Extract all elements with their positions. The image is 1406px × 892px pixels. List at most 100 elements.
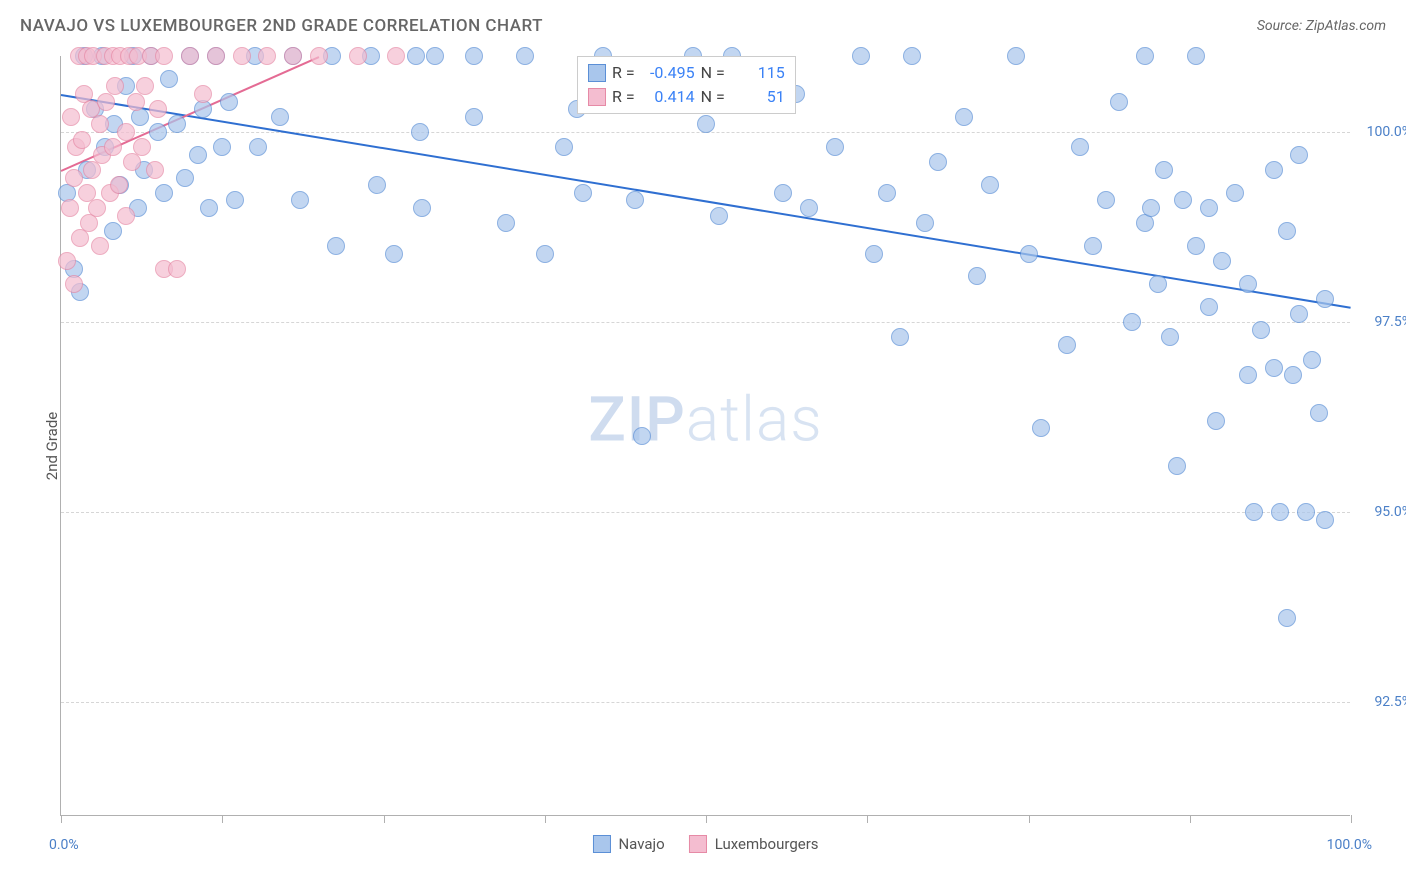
data-point xyxy=(226,191,244,209)
gridline xyxy=(61,702,1350,703)
data-point xyxy=(1252,321,1270,339)
data-point xyxy=(136,77,154,95)
plot-area: ZIPatlas 0.0% 100.0% NavajoLuxembourgers… xyxy=(60,56,1350,816)
data-point xyxy=(626,191,644,209)
data-point xyxy=(1303,351,1321,369)
data-point xyxy=(903,47,921,65)
legend-label: Navajo xyxy=(618,835,664,853)
data-point xyxy=(1200,298,1218,316)
data-point xyxy=(1136,47,1154,65)
data-point xyxy=(1020,245,1038,263)
chart-title: NAVAJO VS LUXEMBOURGER 2ND GRADE CORRELA… xyxy=(20,16,543,36)
data-point xyxy=(865,245,883,263)
data-point xyxy=(1226,184,1244,202)
data-point xyxy=(61,199,79,217)
data-point xyxy=(555,138,573,156)
legend-item: Luxembourgers xyxy=(689,835,819,853)
r-label: R = xyxy=(612,85,635,109)
x-tick xyxy=(706,815,707,823)
data-point xyxy=(1316,290,1334,308)
data-point xyxy=(65,169,83,187)
data-point xyxy=(168,260,186,278)
data-point xyxy=(131,108,149,126)
data-point xyxy=(176,169,194,187)
data-point xyxy=(710,207,728,225)
data-point xyxy=(117,123,135,141)
data-point xyxy=(88,199,106,217)
data-point xyxy=(385,245,403,263)
n-label: N = xyxy=(701,85,725,109)
legend-item: Navajo xyxy=(592,835,664,853)
legend-swatch xyxy=(588,64,606,82)
data-point xyxy=(1290,305,1308,323)
data-point xyxy=(200,199,218,217)
data-point xyxy=(852,47,870,65)
data-point xyxy=(258,47,276,65)
data-point xyxy=(160,70,178,88)
data-point xyxy=(1278,222,1296,240)
data-point xyxy=(697,115,715,133)
legend-swatch xyxy=(588,88,606,106)
data-point xyxy=(1142,199,1160,217)
data-point xyxy=(516,47,534,65)
data-point xyxy=(104,138,122,156)
legend-label: Luxembourgers xyxy=(715,835,819,853)
legend-swatch xyxy=(592,835,610,853)
data-point xyxy=(146,161,164,179)
data-point xyxy=(968,267,986,285)
data-point xyxy=(106,77,124,95)
data-point xyxy=(891,328,909,346)
data-point xyxy=(71,229,89,247)
r-value: 0.414 xyxy=(641,85,695,109)
watermark: ZIPatlas xyxy=(588,384,822,457)
data-point xyxy=(1271,503,1289,521)
data-point xyxy=(1265,161,1283,179)
data-point xyxy=(800,199,818,217)
x-tick xyxy=(867,815,868,823)
data-point xyxy=(574,184,592,202)
data-point xyxy=(1071,138,1089,156)
x-axis-max-label: 100.0% xyxy=(1327,837,1372,853)
data-point xyxy=(1155,161,1173,179)
data-point xyxy=(1290,146,1308,164)
data-point xyxy=(249,138,267,156)
x-tick xyxy=(1190,815,1191,823)
correlation-legend: R =-0.495N =115R =0.414N =51 xyxy=(577,56,796,114)
data-point xyxy=(1239,275,1257,293)
data-point xyxy=(1200,199,1218,217)
data-point xyxy=(774,184,792,202)
x-tick xyxy=(1351,815,1352,823)
watermark-atlas: atlas xyxy=(686,384,823,457)
data-point xyxy=(349,47,367,65)
data-point xyxy=(233,47,251,65)
data-point xyxy=(133,138,151,156)
data-point xyxy=(1245,503,1263,521)
data-point xyxy=(155,184,173,202)
data-point xyxy=(1007,47,1025,65)
data-point xyxy=(387,47,405,65)
data-point xyxy=(1207,412,1225,430)
y-axis-label: 2nd Grade xyxy=(43,412,61,480)
chart-container: NAVAJO VS LUXEMBOURGER 2ND GRADE CORRELA… xyxy=(0,0,1406,892)
data-point xyxy=(1265,359,1283,377)
x-tick xyxy=(1029,815,1030,823)
data-point xyxy=(368,176,386,194)
data-point xyxy=(1310,404,1328,422)
data-point xyxy=(104,222,122,240)
watermark-zip: ZIP xyxy=(588,384,686,457)
data-point xyxy=(91,237,109,255)
data-point xyxy=(1297,503,1315,521)
data-point xyxy=(1097,191,1115,209)
n-value: 115 xyxy=(731,61,785,85)
data-point xyxy=(1149,275,1167,293)
data-point xyxy=(189,146,207,164)
correlation-row: R =-0.495N =115 xyxy=(588,61,785,85)
data-point xyxy=(181,47,199,65)
data-point xyxy=(1161,328,1179,346)
data-point xyxy=(168,115,186,133)
data-point xyxy=(929,153,947,171)
data-point xyxy=(110,176,128,194)
data-point xyxy=(91,115,109,133)
data-point xyxy=(123,153,141,171)
data-point xyxy=(284,47,302,65)
